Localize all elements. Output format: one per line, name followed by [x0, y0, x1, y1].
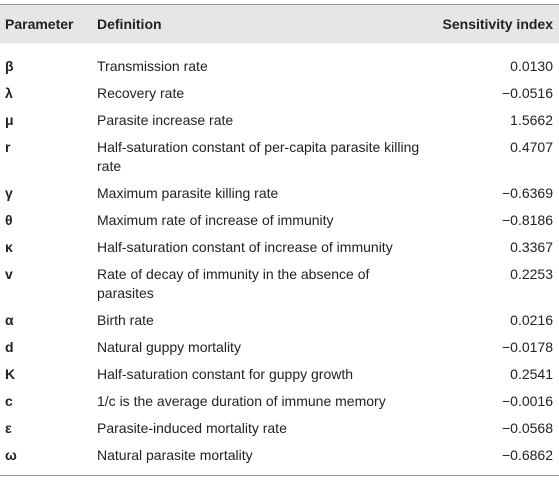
index-cell: −0.0568: [502, 420, 553, 436]
index-cell: −0.0516: [502, 85, 553, 101]
table-row: θ Maximum rate of increase of immunity −0.…: [0, 207, 559, 234]
parameter-cell: K: [5, 366, 16, 382]
parameter-cell: d: [5, 339, 14, 355]
sensitivity-table: Parameter Definition Sensitivity index β…: [0, 4, 559, 476]
definition-cell: Maximum rate of increase of immunity: [97, 212, 334, 228]
table-row: γ Maximum parasite killing rate −0.6369: [0, 180, 559, 207]
index-cell: −0.6862: [432, 442, 559, 476]
definition-cell: Natural parasite mortality: [92, 442, 432, 476]
table-row: κ Half-saturation constant of increase of…: [0, 234, 559, 261]
definition-cell: Recovery rate: [97, 85, 185, 101]
header-cell: Sensitivity index: [432, 4, 559, 43]
table-row: c 1/c is the average duration of immune m…: [0, 388, 559, 415]
parameter-cell: μ: [5, 112, 14, 128]
definition-cell: 1/c is the average duration of immune me…: [97, 393, 386, 409]
index-cell: 0.4707: [510, 139, 553, 155]
definition-cell: Natural guppy mortality: [97, 339, 241, 355]
definition-cell: Transmission rate: [97, 58, 208, 74]
table-body: β Transmission rate 0.0130 λ Recovery rate −0…: [0, 43, 559, 476]
definition-cell: Parasite-induced mortality rate: [97, 420, 287, 436]
table-row: ε Parasite-induced mortality rate −0.0568: [0, 415, 559, 442]
definition-cell: Half-saturation constant for guppy growt…: [97, 366, 354, 382]
header-row: Parameter Definition Sensitivity index: [0, 4, 559, 43]
index-cell: −0.8186: [502, 212, 553, 228]
page: Parameter Definition Sensitivity index β…: [0, 4, 559, 483]
index-cell: 0.2253: [510, 266, 553, 282]
parameter-cell: v: [5, 266, 13, 282]
definition-cell: Parasite increase rate: [97, 112, 234, 128]
header-cell: Parameter: [0, 4, 92, 43]
parameter-cell: κ: [5, 239, 13, 255]
index-cell: 0.2541: [510, 366, 553, 382]
table-row: λ Recovery rate −0.0516: [0, 80, 559, 107]
table-row: d Natural guppy mortality −0.0178: [0, 334, 559, 361]
parameter-cell: α: [5, 312, 14, 328]
definition-cell: Birth rate: [97, 312, 154, 328]
table-row: v Rate of decay of immunity in the absenc…: [0, 261, 559, 307]
index-cell: −0.0016: [502, 393, 553, 409]
index-cell: −0.0178: [502, 339, 553, 355]
parameter-cell: λ: [5, 85, 13, 101]
index-cell: 0.0130: [510, 58, 553, 74]
parameter-cell: β: [5, 58, 14, 74]
index-cell: 0.0216: [510, 312, 553, 328]
index-cell: −0.6369: [502, 185, 553, 201]
table-row: ω Natural parasite mortality −0.6862: [0, 442, 559, 476]
definition-cell: Half-saturation constant of per-capita p…: [97, 139, 420, 174]
parameter-cell: c: [5, 393, 13, 409]
parameter-cell: ω: [0, 442, 92, 476]
index-cell: 0.3367: [510, 239, 553, 255]
table-row: μ Parasite increase rate 1.5662: [0, 107, 559, 134]
parameter-cell: γ: [5, 185, 13, 201]
definition-cell: Rate of decay of immunity in the absence…: [97, 266, 370, 301]
header-cell: Definition: [92, 4, 432, 43]
table-row: r Half-saturation constant of per-capita …: [0, 134, 559, 180]
parameter-cell: r: [5, 139, 11, 155]
index-cell: 1.5662: [510, 112, 553, 128]
definition-cell: Maximum parasite killing rate: [97, 185, 279, 201]
table-row: β Transmission rate 0.0130: [0, 43, 559, 80]
parameter-cell: ε: [5, 420, 12, 436]
table-header: Parameter Definition Sensitivity index: [0, 4, 559, 43]
parameter-cell: θ: [5, 212, 13, 228]
definition-cell: Half-saturation constant of increase of …: [97, 239, 393, 255]
table-row: K Half-saturation constant for guppy grow…: [0, 361, 559, 388]
table-row: α Birth rate 0.0216: [0, 307, 559, 334]
